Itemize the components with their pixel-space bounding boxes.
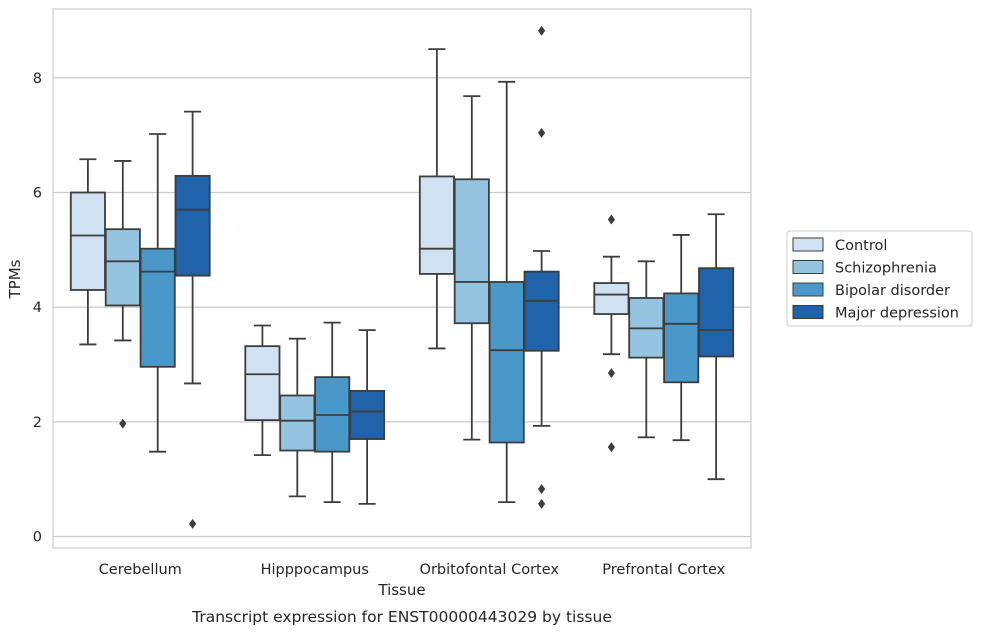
box (314, 321, 351, 504)
x-tick-label: Prefrontal Cortex (602, 562, 725, 578)
y-tick-label: 2 (33, 415, 42, 431)
box (593, 214, 630, 453)
y-tick-label: 6 (33, 185, 42, 201)
box (523, 25, 560, 509)
outlier-point (538, 127, 546, 138)
legend-swatch (792, 305, 824, 319)
x-tick-label: Orbitofontal Cortex (420, 562, 560, 578)
box-body (69, 191, 106, 291)
box-body (488, 281, 525, 444)
box (244, 324, 281, 457)
box (663, 234, 700, 442)
box-body (453, 178, 490, 325)
box-body (663, 292, 700, 384)
outlier-point (538, 483, 546, 494)
x-axis-label: Tissue (377, 581, 425, 599)
legend-swatch (792, 282, 824, 297)
legend-label: Major depression (835, 306, 959, 322)
legend-label: Bipolar disorder (835, 283, 950, 299)
box (349, 329, 386, 505)
y-tick-labels: 0 2 4 6 8 (33, 71, 42, 546)
legend-swatch (792, 260, 824, 274)
box-body (174, 174, 211, 277)
box (279, 337, 316, 498)
box-body (418, 175, 455, 275)
legend-frame (786, 230, 973, 327)
box (174, 110, 211, 529)
box-body (698, 267, 735, 358)
outlier-point (607, 214, 615, 225)
outlier-point (607, 442, 615, 453)
outlier-point (607, 368, 615, 379)
box (139, 133, 176, 453)
x-tick-label: Cerebellum (99, 562, 182, 578)
outlier-point (538, 498, 546, 509)
box (69, 158, 106, 346)
box-body (104, 228, 141, 307)
box (418, 48, 455, 350)
box-body (279, 394, 316, 452)
box (628, 260, 665, 439)
y-tick-label: 0 (33, 530, 42, 546)
series-bipolar-disorder (139, 80, 700, 504)
y-tick-label: 4 (33, 300, 42, 316)
legend: Control Schizophrenia Bipolar disorder Majo… (786, 230, 973, 327)
x-tick-label: Hipppocampus (261, 562, 369, 578)
series-schizophrenia (104, 95, 665, 498)
box (453, 95, 490, 441)
legend-label: Schizophrenia (835, 261, 937, 277)
x-tick-labels: Cerebellum Hipppocampus Orbitofontal Corte… (99, 562, 726, 578)
box-body (139, 247, 176, 368)
box-series (69, 25, 735, 529)
box-body (593, 282, 630, 315)
box (698, 213, 735, 481)
legend-label: Control (835, 238, 887, 254)
box-body (244, 345, 281, 422)
y-axis-label: TPMs (6, 259, 24, 299)
box (104, 160, 141, 429)
series-major-depression (174, 25, 735, 529)
chart-caption: Transcript expression for ENST0000044302… (191, 608, 612, 626)
box (488, 80, 525, 504)
outlier-point (119, 418, 127, 429)
plot-frame (52, 8, 752, 549)
box-body (349, 389, 386, 440)
box-body (523, 270, 560, 352)
outlier-point (189, 518, 197, 529)
legend-swatch (792, 237, 824, 252)
y-tick-label: 8 (33, 71, 42, 87)
outlier-point (538, 25, 546, 36)
